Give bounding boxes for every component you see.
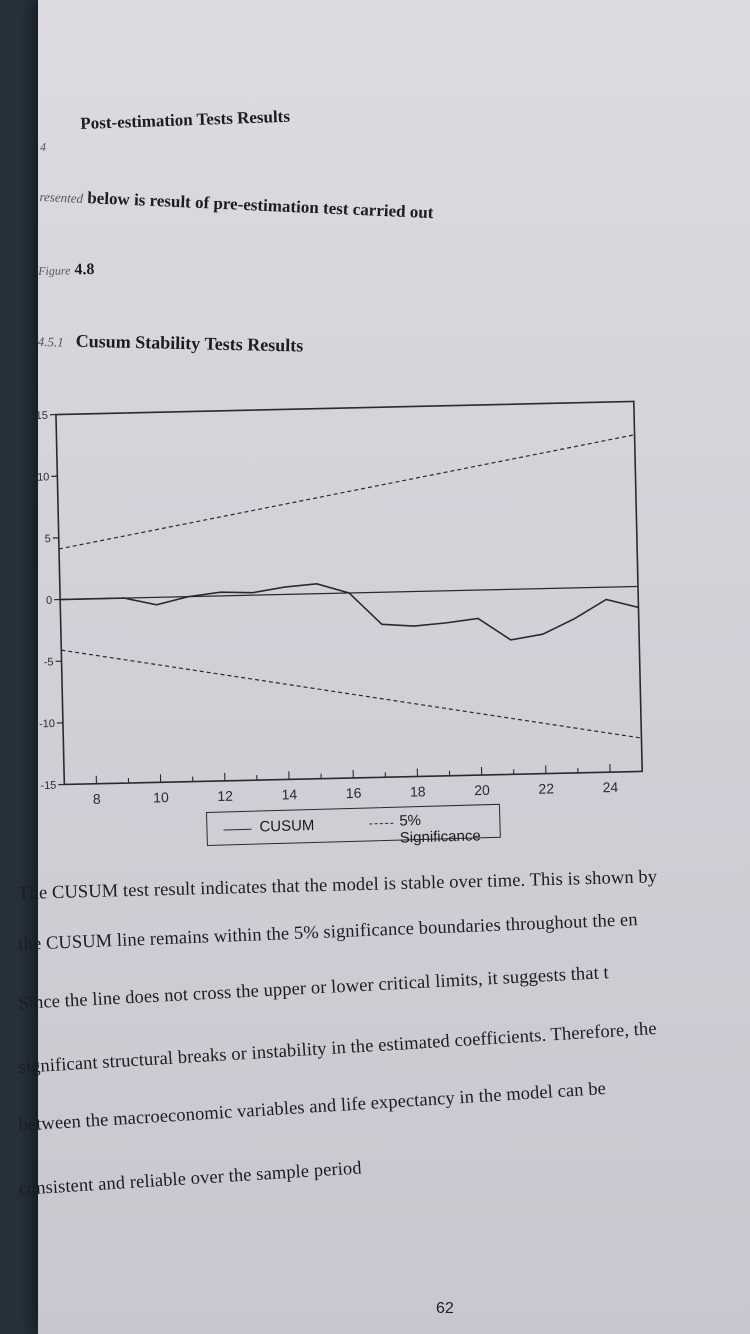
y-tick-label: 0 [46,595,52,607]
x-tick-label: 22 [538,780,554,796]
cusum-chart: 15 10 5 0 -5 -10 -15 8 10 12 14 16 18 20 22 24 [38,400,644,807]
y-tick-label: 15 [38,410,48,422]
x-tick-label: 20 [474,782,490,798]
cusum-line [60,582,639,641]
x-tick-label: 14 [281,786,297,802]
x-tick-label: 8 [93,791,101,807]
y-tick-label: -15 [40,780,56,792]
book-page: 4 Post-estimation Tests Results resented… [18,0,750,1334]
body-line: consistent and reliable over the sample … [18,1158,363,1200]
y-tick-label: 5 [45,533,51,545]
x-tick-label: 24 [602,779,618,795]
x-tick-label: 12 [217,788,233,804]
body-line: significant structural breaks or instabi… [18,1018,658,1078]
x-tick-label: 18 [410,783,426,799]
y-tick-label: -5 [44,656,54,668]
page-number: 62 [436,1300,454,1317]
y-tick-label: 10 [38,471,50,483]
x-tick-label: 16 [346,785,362,801]
legend-label-cusum: CUSUM [259,816,315,836]
body-line: the CUSUM line remains within the 5% sig… [18,910,639,955]
body-line: between the macroeconomic variables and … [18,1079,607,1136]
y-tick-label: -10 [39,718,55,730]
chart-legend: CUSUM 5% Significance [206,803,501,847]
legend-swatch-dashed [369,822,394,825]
lower-bound-line [61,649,642,739]
legend-swatch-solid [223,828,252,831]
x-tick-label: 10 [153,789,169,805]
upper-bound-line [58,434,635,550]
body-line: Since the line does not cross the upper … [18,963,610,1014]
legend-label-significance: 5% Significance [399,812,481,847]
